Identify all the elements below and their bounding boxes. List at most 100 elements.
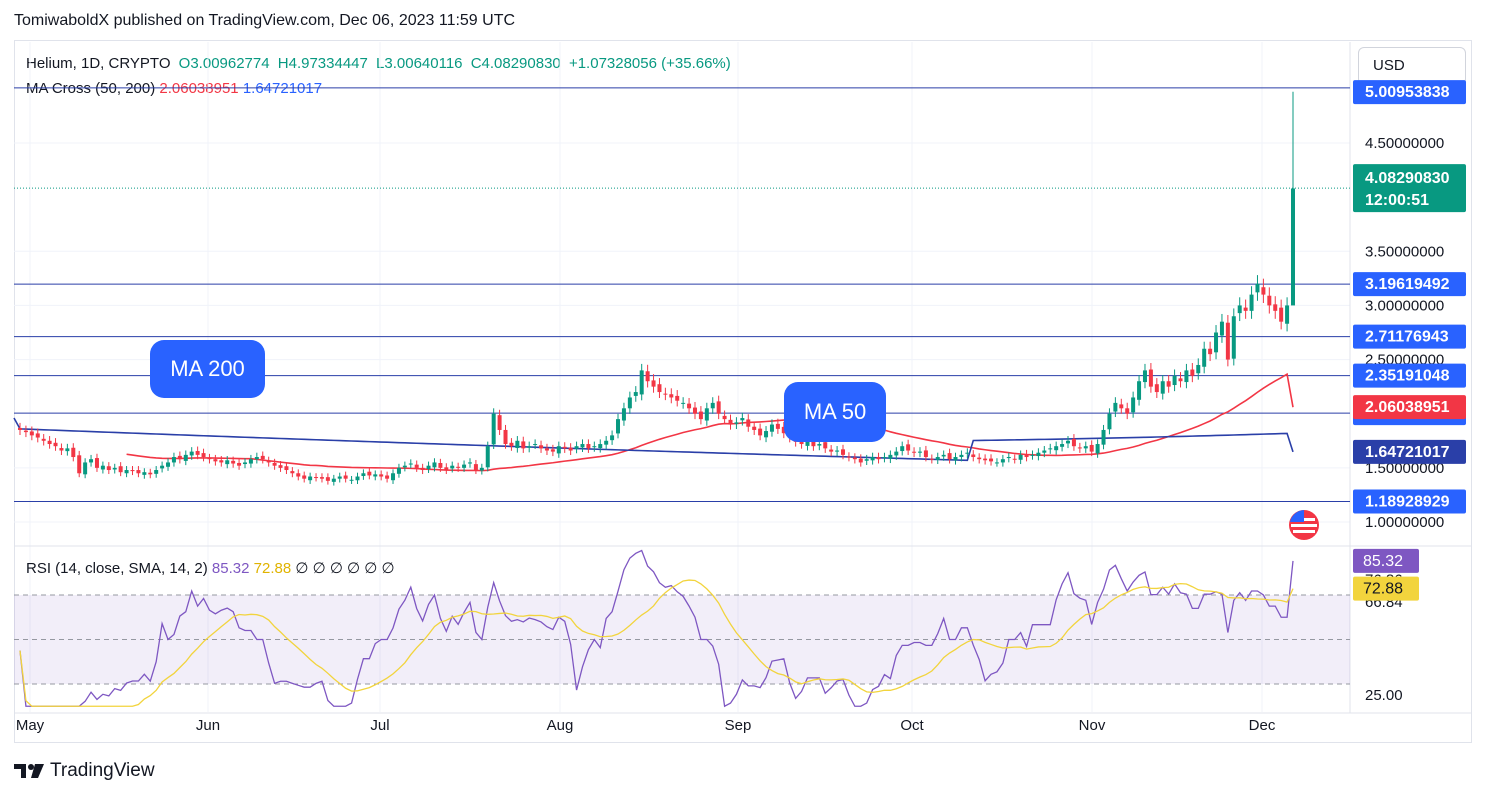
- ma200-price-tag-bg: [1353, 439, 1466, 464]
- tradingview-logo-icon: [14, 764, 44, 778]
- candle-body: [971, 454, 976, 458]
- candle-body: [59, 448, 64, 451]
- candle-body: [539, 445, 544, 449]
- candle-body: [639, 370, 644, 395]
- ma50-price-tag: 2.06038951: [1365, 399, 1450, 416]
- candle-body: [177, 455, 182, 460]
- rsi-value-tag: 85.32: [1363, 553, 1403, 570]
- candle-body: [1060, 444, 1065, 447]
- level-price-tag-bg: [1353, 80, 1466, 105]
- candle-body: [1237, 305, 1242, 314]
- candle-body: [385, 475, 390, 479]
- candle-body: [1178, 378, 1183, 382]
- candle-body: [100, 465, 105, 470]
- tradingview-logo[interactable]: TradingView: [14, 760, 155, 782]
- candle-body: [823, 442, 828, 449]
- candle-body: [213, 459, 218, 462]
- candle-body: [166, 462, 171, 467]
- open-value: O3.00962774: [178, 55, 270, 72]
- candle-body: [965, 452, 970, 454]
- x-tick-label: Dec: [1249, 717, 1276, 734]
- candle-body: [989, 458, 994, 462]
- candle-body: [1071, 438, 1076, 447]
- candle-body: [136, 470, 141, 474]
- ma200-value: 1.64721017: [242, 80, 323, 97]
- rsi-empty-values: ∅ ∅ ∅ ∅ ∅ ∅: [295, 560, 395, 577]
- us-flag-icon[interactable]: [1288, 509, 1320, 541]
- candle-body: [1137, 381, 1142, 400]
- ma-indicator-label[interactable]: MA Cross (50, 200): [26, 80, 156, 97]
- x-tick-label: Oct: [900, 717, 924, 734]
- candle-body: [1131, 397, 1136, 413]
- rsi-sma-tag-bg: [1353, 576, 1419, 601]
- candle-body: [704, 408, 709, 421]
- candle-body: [23, 430, 28, 433]
- rsi-value: 85.32: [211, 560, 250, 577]
- candle-body: [503, 429, 508, 445]
- candle-body: [408, 463, 413, 465]
- candle-body: [160, 465, 165, 469]
- current-price-tag-countdown: 12:00:51: [1365, 192, 1429, 209]
- candle-body: [1172, 375, 1177, 386]
- candle-body: [509, 442, 514, 447]
- candle-body: [633, 392, 638, 396]
- y-tick-label: 1.50000000: [1365, 460, 1444, 477]
- candle-body: [692, 407, 697, 414]
- currency-button[interactable]: USD: [1358, 47, 1466, 85]
- candle-body: [473, 464, 478, 471]
- candle-body: [142, 472, 147, 475]
- candle-body: [1125, 408, 1130, 414]
- candle-body: [1083, 446, 1088, 449]
- ma50-callout: MA 50: [784, 382, 886, 442]
- ma50-value: 2.06038951: [159, 80, 239, 97]
- candle-body: [242, 462, 247, 465]
- candle-body: [852, 457, 857, 460]
- candle-body: [379, 474, 384, 477]
- candle-body: [994, 462, 999, 464]
- candle-body: [94, 458, 99, 468]
- ma200-callout: MA 200: [150, 340, 265, 398]
- candle-body: [1042, 450, 1047, 453]
- rsi-line: [19, 549, 1294, 708]
- candle-body: [621, 408, 626, 421]
- candle-body: [515, 440, 520, 449]
- candle-body: [201, 453, 206, 458]
- candle-body: [361, 473, 366, 477]
- candle-body: [319, 477, 324, 479]
- candle-body: [799, 440, 804, 445]
- candle-body: [296, 473, 301, 477]
- candle-body: [935, 457, 940, 460]
- candle-body: [65, 448, 70, 452]
- candle-body: [18, 427, 22, 430]
- candle-body: [663, 393, 668, 395]
- level-price-tag: 5.00953838: [1365, 84, 1450, 101]
- candle-body: [568, 447, 573, 451]
- price-legend: Helium, 1D, CRYPTO O3.00962774 H4.973344…: [26, 55, 735, 72]
- candle-body: [1190, 369, 1195, 376]
- ma-legend: MA Cross (50, 200) 2.06038951 1.64721017: [26, 80, 322, 97]
- candle-body: [746, 419, 751, 427]
- candle-body: [225, 460, 230, 465]
- candle-body: [420, 467, 425, 471]
- symbol-label[interactable]: Helium, 1D, CRYPTO: [26, 55, 171, 72]
- candle-body: [657, 384, 662, 393]
- candle-body: [616, 419, 621, 434]
- rsi-indicator-label[interactable]: RSI (14, close, SMA, 14, 2): [26, 560, 208, 577]
- candle-body: [195, 451, 200, 455]
- candle-body: [1208, 348, 1213, 355]
- candle-body: [888, 454, 893, 459]
- y-tick-label: 4.50000000: [1365, 135, 1444, 152]
- candle-body: [1066, 440, 1071, 444]
- level-price-tag: 1.18928929: [1365, 494, 1450, 511]
- x-tick-label: Sep: [725, 717, 752, 734]
- candle-body: [627, 397, 632, 409]
- candle-body: [1018, 454, 1023, 460]
- candle-body: [248, 459, 253, 464]
- candle-body: [894, 451, 899, 456]
- candle-body: [367, 471, 372, 476]
- candle-body: [912, 451, 917, 453]
- candle-body: [1291, 188, 1295, 306]
- candle-body: [1006, 457, 1011, 459]
- candle-body: [456, 466, 461, 468]
